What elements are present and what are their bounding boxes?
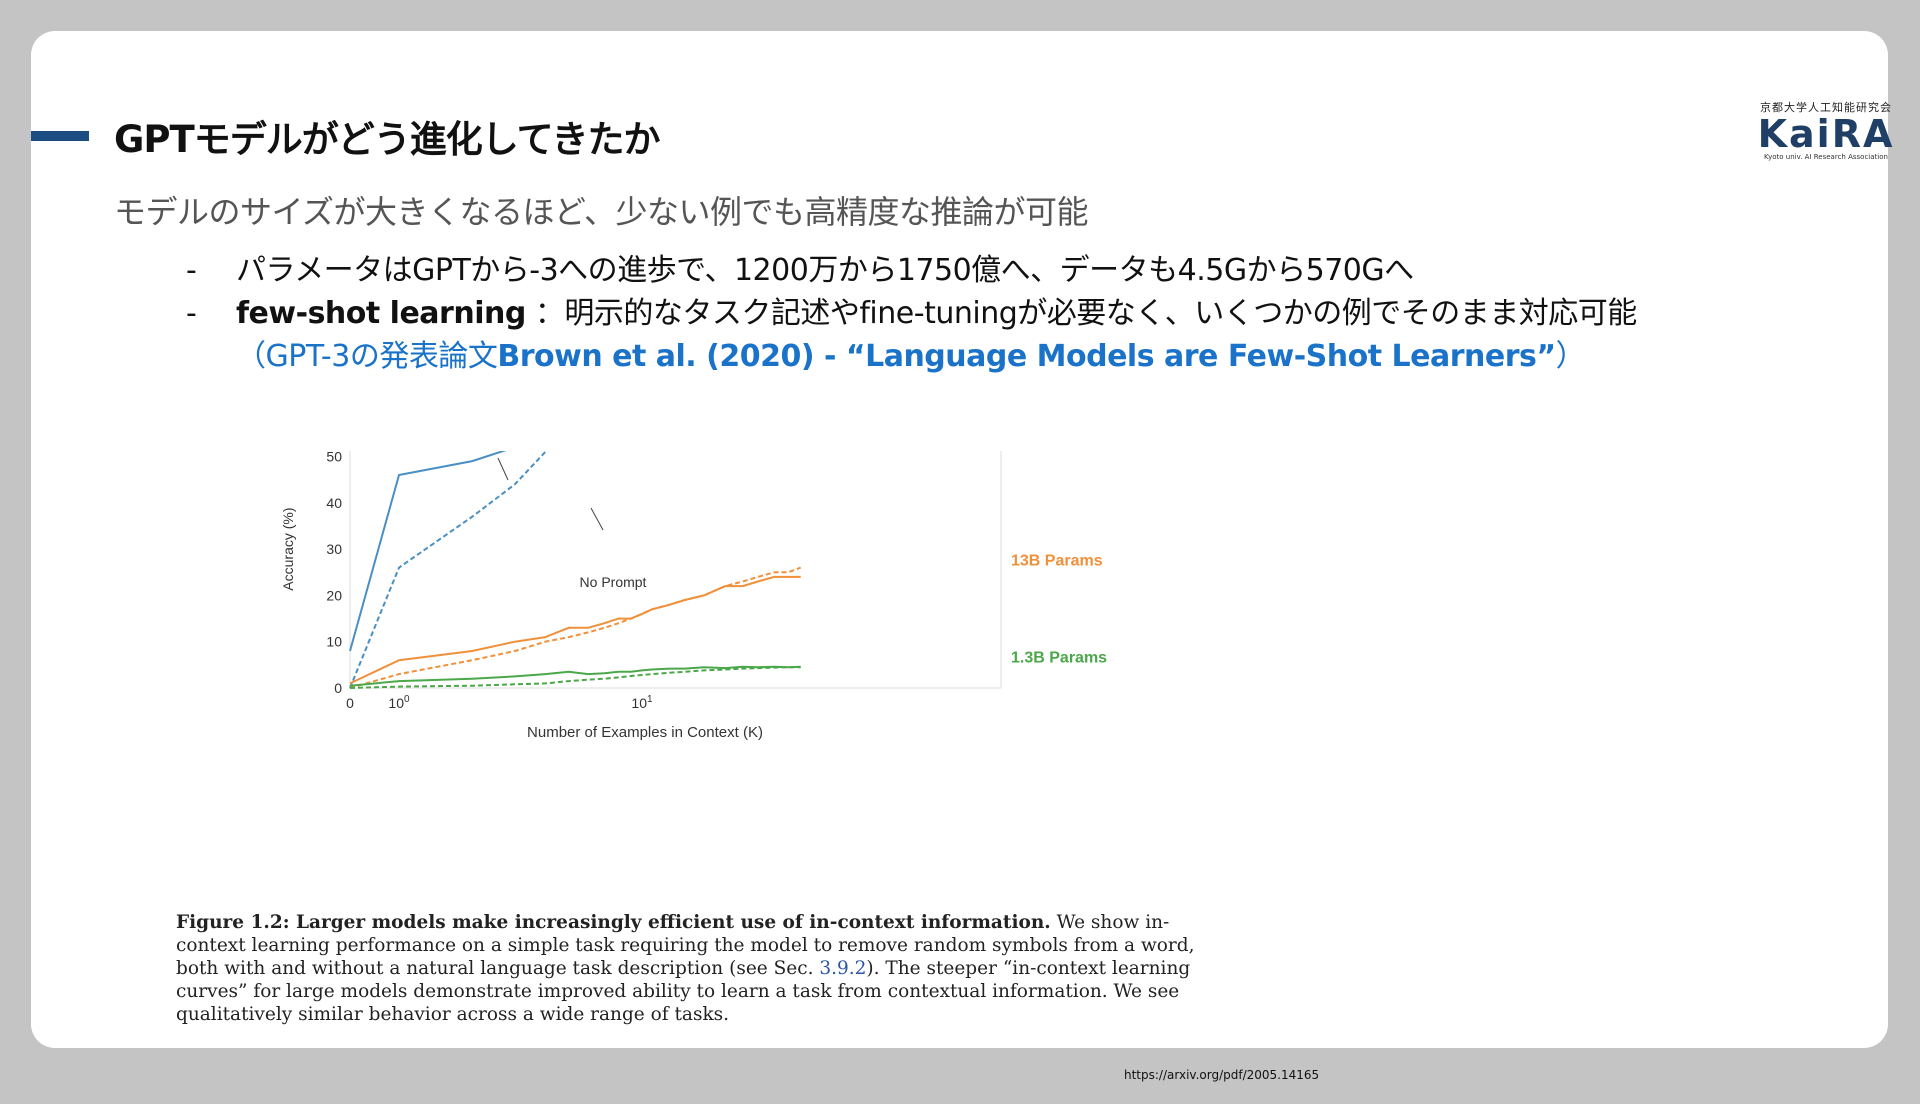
citation-title: Brown et al. (2020) - “Language Models a… bbox=[497, 339, 1556, 374]
annotation-pointer bbox=[590, 507, 604, 531]
annotation-pointer bbox=[497, 457, 509, 481]
citation-prefix: （GPT-3の発表論文 bbox=[236, 339, 498, 374]
figure-caption: Figure 1.2: Larger models make increasin… bbox=[176, 911, 1236, 1026]
y-tick-label: 20 bbox=[326, 587, 342, 603]
citation-line: （GPT-3の発表論文Brown et al. (2020) - “Langua… bbox=[186, 335, 1836, 378]
bullet-item: - few-shot learning ：明示的なタスク記述やfine-tuni… bbox=[186, 292, 1836, 335]
bullet-item: - パラメータはGPTから-3への進歩で、1200万から1750億へ、データも4… bbox=[186, 249, 1836, 292]
x-axis-label: Number of Examples in Context (K) bbox=[527, 724, 763, 741]
bullet-text: ：明示的なタスク記述やfine-tuningが必要なく、いくつかの例でそのまま対… bbox=[534, 296, 1637, 331]
y-tick-label: 10 bbox=[326, 634, 342, 650]
series-label: 13B Params bbox=[1011, 552, 1103, 569]
accuracy-line-chart: 01020304050600100101Number of Examples i… bbox=[280, 451, 1107, 741]
bullet-dash: - bbox=[186, 296, 197, 331]
source-url[interactable]: https://arxiv.org/pdf/2005.14165 bbox=[1124, 1068, 1320, 1082]
bullet-bold-term: few-shot learning bbox=[236, 296, 526, 331]
caption-title: Figure 1.2: Larger models make increasin… bbox=[176, 912, 1051, 933]
kaira-logo: 京都大学人工知能研究会 KaiRA Kyoto univ. AI Researc… bbox=[1753, 99, 1899, 161]
plot-frame bbox=[349, 451, 1002, 689]
slide-subtitle: モデルのサイズが大きくなるほど、少ない例でも高精度な推論が可能 bbox=[114, 193, 1088, 231]
y-tick-label: 40 bbox=[326, 495, 342, 511]
series-line-13b-params-dashed bbox=[349, 566, 802, 689]
series-line-13b-params-solid bbox=[349, 575, 801, 685]
series-line-1-3b-params-dashed bbox=[349, 666, 801, 689]
series-label: 1.3B Params bbox=[1011, 650, 1107, 667]
y-tick-label: 30 bbox=[326, 541, 342, 557]
x-tick-label: 101 bbox=[631, 694, 653, 711]
slide-title: GPTモデルがどう進化してきたか bbox=[114, 118, 661, 161]
logo-tagline: Kyoto univ. AI Research Association bbox=[1764, 153, 1888, 161]
logo-wordmark: KaiRA bbox=[1757, 112, 1895, 156]
series-line-1-3b-params-solid bbox=[349, 665, 801, 687]
logo-org-name: 京都大学人工知能研究会 bbox=[1760, 101, 1892, 114]
annotation-no-prompt: No Prompt bbox=[580, 574, 647, 590]
y-tick-label: 50 bbox=[326, 451, 342, 465]
bullet-list: - パラメータはGPTから-3への進歩で、1200万から1750億へ、データも4… bbox=[186, 249, 1836, 378]
x-tick-label: 0 bbox=[346, 695, 354, 711]
series-line-175b-params-dashed bbox=[349, 451, 549, 689]
bullet-dash: - bbox=[186, 253, 197, 288]
caption-text-end: ). The steeper “in-context learning curv… bbox=[176, 958, 1191, 1025]
x-tick-label: 100 bbox=[388, 694, 410, 711]
title-accent-bar bbox=[31, 131, 89, 141]
slide: GPTモデルがどう進化してきたか 京都大学人工知能研究会 KaiRA Kyoto… bbox=[31, 31, 1892, 1082]
bullet-text: パラメータはGPTから-3への進歩で、1200万から1750億へ、データも4.5… bbox=[236, 253, 1414, 288]
citation-suffix: ） bbox=[1555, 339, 1586, 374]
y-axis-label: Accuracy (%) bbox=[280, 507, 296, 590]
caption-text: We show in-context learning performance … bbox=[176, 912, 1195, 979]
caption-section-link[interactable]: 3.9.2 bbox=[819, 958, 867, 979]
y-tick-label: 0 bbox=[334, 680, 342, 696]
series-line-175b-params-solid bbox=[349, 451, 507, 652]
